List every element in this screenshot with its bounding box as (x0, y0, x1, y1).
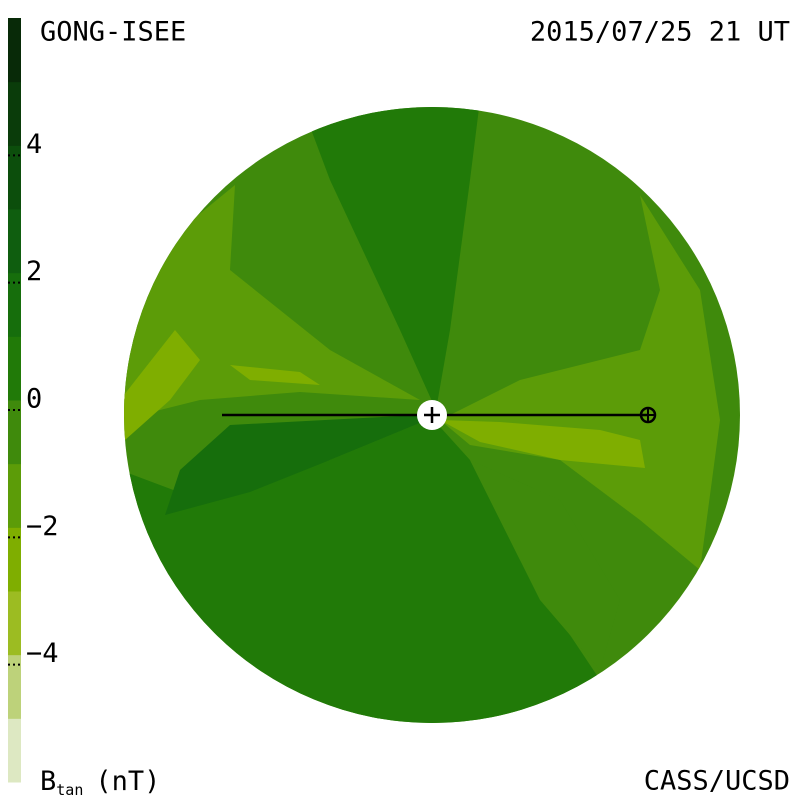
subscript: tan (56, 781, 83, 799)
tick-label: 4 (26, 129, 42, 160)
tick-label: 0 (26, 384, 42, 415)
header-left: GONG-ISEE (40, 17, 186, 48)
colorbar-band (8, 336, 21, 401)
colorbar: 4 2 0 −2 −4 (8, 18, 59, 783)
colorbar-band (8, 527, 21, 592)
tick-label: 2 (26, 256, 42, 287)
footer-right: CASS/UCSD (644, 766, 790, 797)
colorbar-band (8, 209, 21, 274)
symbol: B (40, 766, 56, 797)
colorbar-band (8, 718, 21, 783)
colorbar-band (8, 272, 21, 337)
colorbar-band (8, 654, 21, 719)
tick-label: −4 (26, 638, 59, 669)
colorbar-band (8, 81, 21, 146)
colorbar-band (8, 18, 21, 83)
colorbar-band (8, 145, 21, 210)
unit: (nT) (95, 766, 160, 797)
earth-cross (641, 408, 655, 422)
colorbar-band (8, 591, 21, 656)
sun-marker (424, 407, 440, 423)
colorbar-band (8, 463, 21, 528)
header-right: 2015/07/25 21 UT (530, 17, 790, 48)
tick-label: −2 (26, 511, 59, 542)
colorbar-band (8, 400, 21, 465)
colorbar-label: Btan (nT) (40, 766, 160, 799)
